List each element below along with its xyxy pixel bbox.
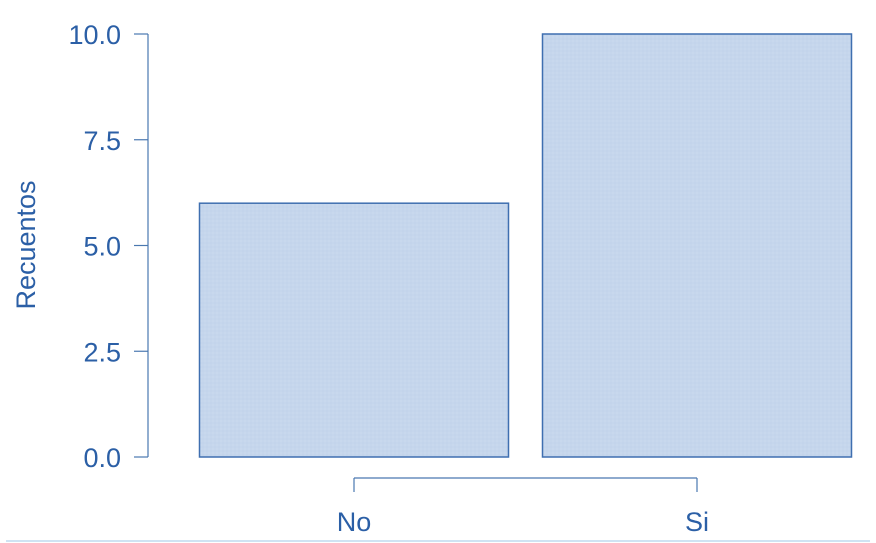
y-tick-label: 10.0 (68, 20, 121, 50)
y-tick-label: 7.5 (83, 126, 121, 156)
y-axis-ticks: 0.0 2.5 5.0 7.5 10.0 (68, 20, 148, 473)
y-tick-label: 5.0 (83, 232, 121, 262)
y-tick-label: 2.5 (83, 337, 121, 367)
x-axis-ticks: No Si (337, 478, 709, 537)
x-tick-label: No (337, 507, 372, 537)
y-axis-title: Recuentos (11, 180, 41, 309)
bars (198, 33, 853, 458)
x-tick-label: Si (685, 507, 709, 537)
bar-si (541, 33, 853, 458)
bar-no (198, 202, 510, 458)
y-tick-label: 0.0 (83, 443, 121, 473)
